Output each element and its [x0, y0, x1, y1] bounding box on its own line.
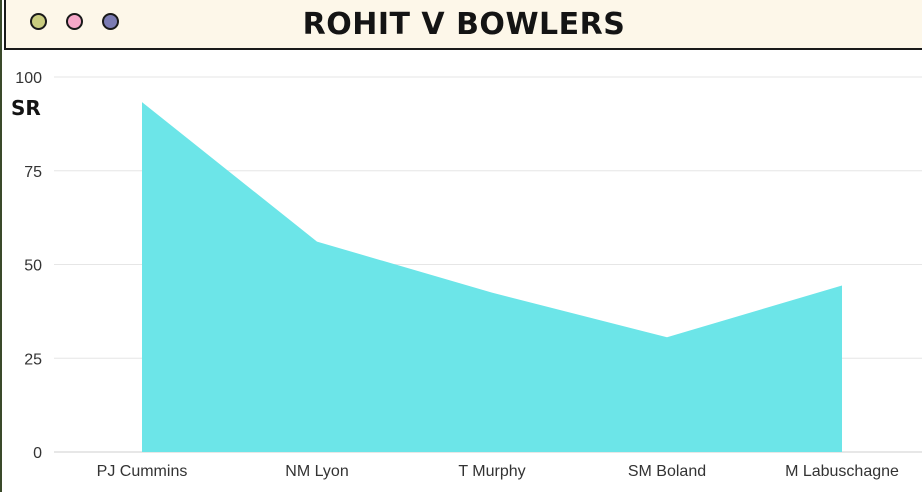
area-fill: [142, 102, 842, 452]
y-tick-label: 50: [24, 258, 42, 275]
axes: 0 25 50 75 100 PJ Cummins NM Lyon T Murphy SM Bo…: [15, 70, 899, 480]
x-tick-label: SM Boland: [628, 463, 706, 480]
y-tick-label: 0: [33, 445, 42, 462]
y-axis-label: SR: [11, 96, 41, 120]
y-tick-label: 75: [24, 164, 42, 181]
y-tick-label: 25: [24, 351, 42, 368]
x-tick-label: T Murphy: [458, 463, 525, 480]
y-tick-label: 100: [15, 70, 42, 87]
x-tick-label: PJ Cummins: [97, 463, 188, 480]
window-control-pink[interactable]: [66, 13, 83, 30]
x-tick-label: NM Lyon: [285, 463, 348, 480]
window-control-purple[interactable]: [102, 13, 119, 30]
chart-title: ROHIT V BOWLERS: [302, 7, 626, 42]
window-control-green[interactable]: [30, 13, 47, 30]
area-series: [142, 102, 842, 452]
x-tick-label: M Labuschagne: [785, 463, 899, 480]
title-bar: ROHIT V BOWLERS: [4, 0, 922, 50]
